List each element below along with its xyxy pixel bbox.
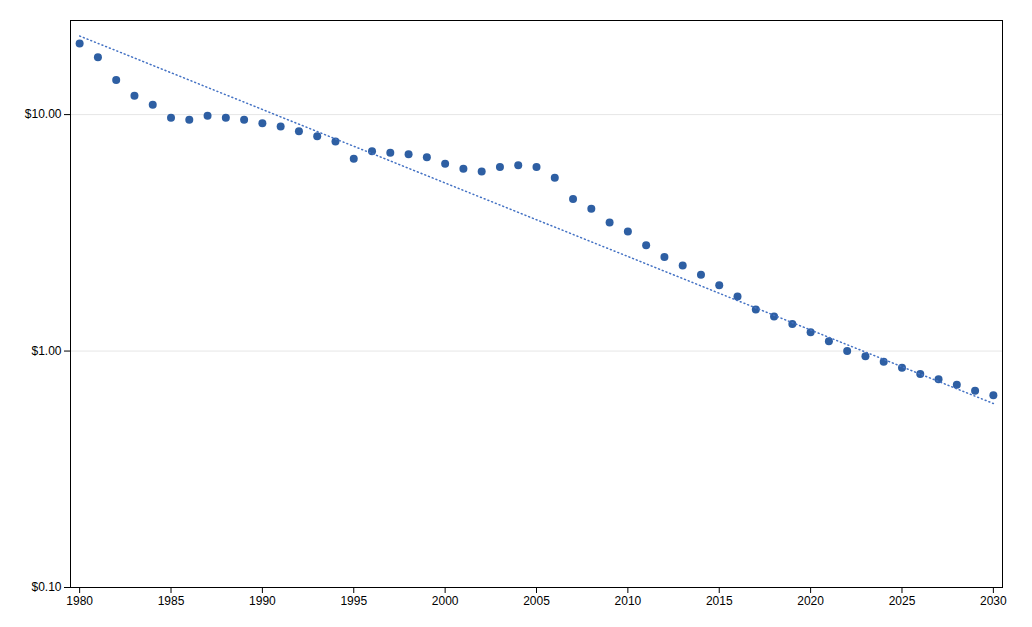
svg-text:$10.00: $10.00 [25,107,62,121]
svg-text:$0.10: $0.10 [31,580,61,594]
svg-text:2000: 2000 [432,594,459,608]
svg-text:2010: 2010 [615,594,642,608]
svg-text:1985: 1985 [158,594,185,608]
svg-text:1990: 1990 [249,594,276,608]
svg-text:1980: 1980 [66,594,93,608]
svg-text:$1.00: $1.00 [31,344,61,358]
svg-text:2025: 2025 [889,594,916,608]
svg-text:2015: 2015 [706,594,733,608]
svg-text:2020: 2020 [797,594,824,608]
svg-text:2030: 2030 [980,594,1007,608]
svg-text:1995: 1995 [340,594,367,608]
svg-text:2005: 2005 [523,594,550,608]
